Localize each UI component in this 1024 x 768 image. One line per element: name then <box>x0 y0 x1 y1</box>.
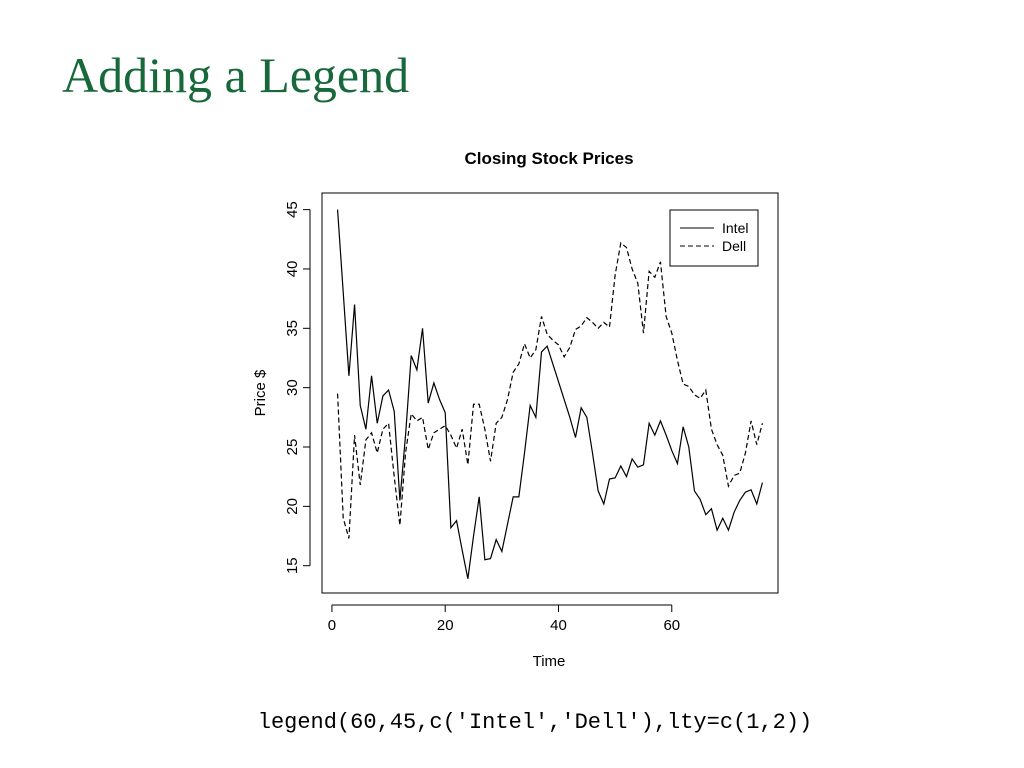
code-line: legend(60,45,c('Intel','Dell'),lty=c(1,2… <box>258 710 813 735</box>
y-tick-label: 40 <box>284 261 301 278</box>
y-axis-label: Price $ <box>252 369 269 416</box>
series-line <box>336 209 764 579</box>
x-tick-label: 60 <box>663 617 680 634</box>
series-line <box>336 241 764 539</box>
y-tick-label: 25 <box>284 439 301 456</box>
slide-title: Adding a Legend <box>62 47 409 103</box>
chart-title: Closing Stock Prices <box>464 149 633 168</box>
x-tick-label: 20 <box>437 617 454 634</box>
legend-box <box>669 209 759 267</box>
y-tick-label: 30 <box>284 379 301 396</box>
y-tick-label: 45 <box>284 201 301 218</box>
y-tick-label: 15 <box>284 557 301 574</box>
x-tick-label: 40 <box>550 617 567 634</box>
legend-label: Dell <box>722 238 746 254</box>
plot-box <box>321 192 779 594</box>
x-tick-label: 0 <box>328 617 336 634</box>
y-tick-label: 20 <box>284 498 301 515</box>
legend-label: Intel <box>722 220 748 236</box>
y-tick-label: 35 <box>284 320 301 337</box>
x-axis-label: Time <box>533 653 566 670</box>
